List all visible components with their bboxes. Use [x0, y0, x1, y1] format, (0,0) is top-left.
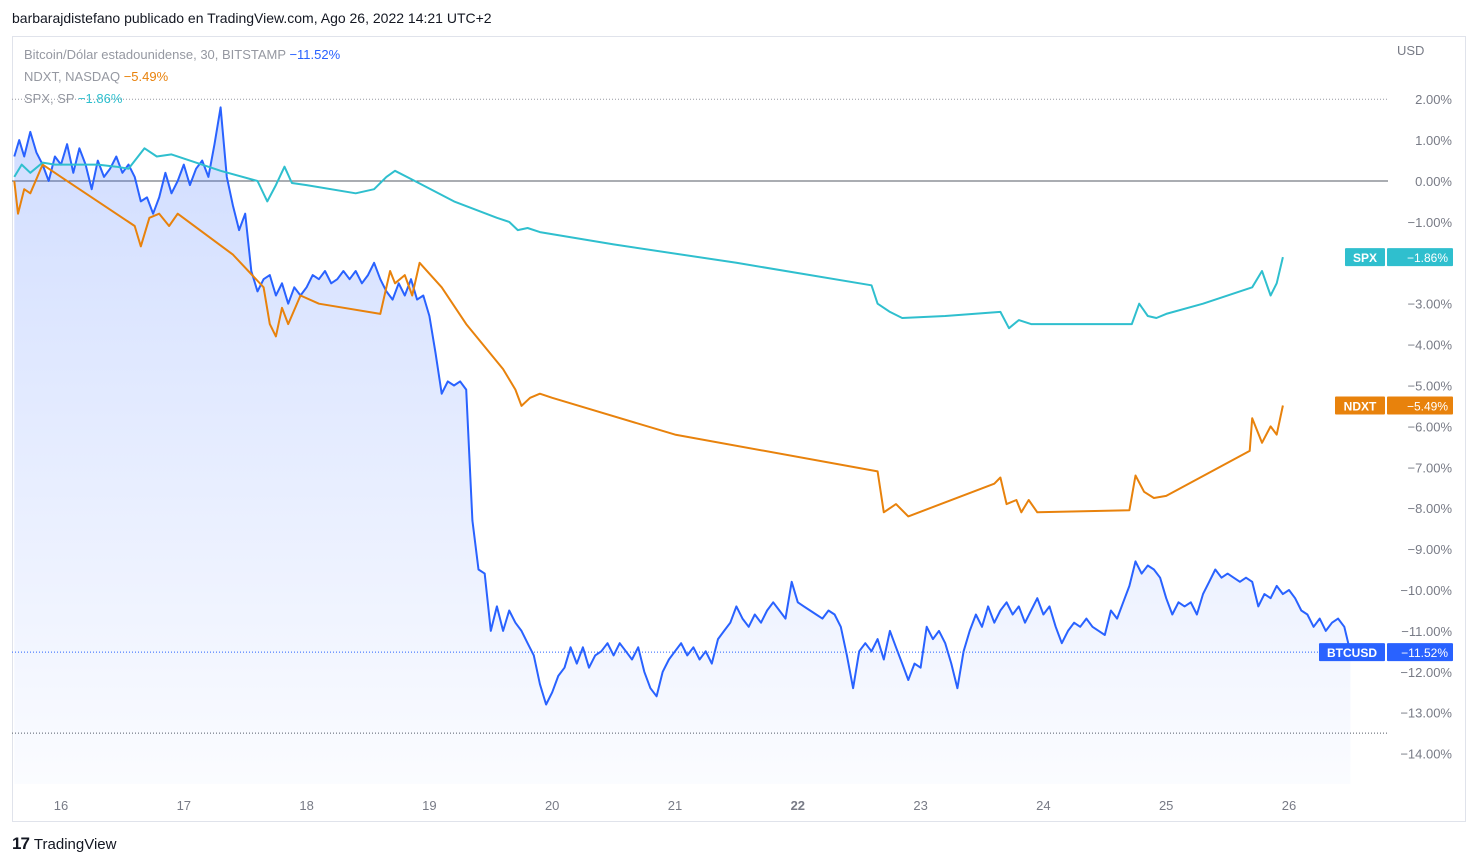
x-tick-label: 22 — [791, 798, 805, 813]
x-tick-label: 18 — [299, 798, 313, 813]
y-tick-label: −13.00% — [1400, 706, 1452, 721]
legend-row-ndxt[interactable]: NDXT, NASDAQ −5.49% — [24, 66, 340, 88]
series-line-ndxt — [13, 163, 1284, 518]
legend-name-spx: SPX, SP — [24, 91, 75, 106]
x-tick-label: 16 — [54, 798, 68, 813]
y-tick-label: −5.00% — [1408, 379, 1453, 394]
tradingview-logo-text: TradingView — [33, 836, 117, 853]
y-tick-label: 1.00% — [1415, 133, 1452, 148]
y-tick-label: −14.00% — [1400, 747, 1452, 762]
y-axis-unit-label: USD — [1397, 43, 1424, 58]
legend-change-ndxt: −5.49% — [123, 69, 169, 84]
legend-change-btcusd: −11.52% — [289, 47, 341, 62]
tradingview-logo[interactable]: 17 TradingView — [12, 834, 116, 854]
y-tick-label: −7.00% — [1408, 460, 1453, 475]
x-tick-label: 24 — [1036, 798, 1050, 813]
y-tick-label: −10.00% — [1400, 583, 1452, 598]
last-value-text: −5.49% — [1407, 400, 1448, 414]
last-value-badge — [1387, 643, 1453, 662]
legend-row-btcusd[interactable]: Bitcoin/Dólar estadounidense, 30, BITSTA… — [24, 44, 340, 66]
x-tick-label: 19 — [422, 798, 436, 813]
chart-frame — [12, 36, 1466, 822]
series-line-btcusd — [13, 106, 1352, 706]
last-value-badge — [1387, 248, 1453, 267]
legend-name-btcusd: Bitcoin/Dólar estadounidense, 30, BITSTA… — [24, 47, 286, 62]
series-line-spx — [13, 147, 1284, 330]
y-tick-label: −8.00% — [1408, 501, 1453, 516]
last-value-name-badge — [1335, 396, 1385, 415]
last-value-name-badge — [1345, 248, 1385, 267]
y-tick-label: −4.00% — [1408, 338, 1453, 353]
y-tick-label: −1.00% — [1408, 215, 1453, 230]
chart-legend: Bitcoin/Dólar estadounidense, 30, BITSTA… — [24, 44, 340, 110]
last-value-name-badge — [1319, 643, 1385, 662]
last-value-name-text: BTCUSD — [1327, 646, 1377, 660]
y-tick-label: −11.00% — [1401, 624, 1452, 639]
last-value-badge — [1387, 396, 1453, 415]
tradingview-logo-icon: 17 — [12, 834, 30, 853]
legend-change-spx: −1.86% — [77, 91, 123, 106]
x-tick-label: 26 — [1282, 798, 1296, 813]
last-value-name-text: NDXT — [1344, 400, 1377, 414]
y-tick-label: −9.00% — [1408, 542, 1453, 557]
x-tick-label: 25 — [1159, 798, 1173, 813]
attribution-text: barbarajdistefano publicado en TradingVi… — [12, 10, 492, 26]
y-tick-label: −12.00% — [1400, 665, 1452, 680]
y-tick-label: 2.00% — [1415, 92, 1452, 107]
legend-name-ndxt: NDXT, NASDAQ — [24, 69, 121, 84]
legend-row-spx[interactable]: SPX, SP −1.86% — [24, 88, 340, 110]
y-tick-label: −3.00% — [1408, 297, 1453, 312]
y-tick-label: 0.00% — [1415, 174, 1452, 189]
y-tick-label: −6.00% — [1408, 419, 1453, 434]
last-value-text: −11.52% — [1401, 646, 1448, 660]
x-tick-label: 21 — [668, 798, 682, 813]
x-tick-label: 23 — [913, 798, 927, 813]
x-tick-label: 17 — [177, 798, 191, 813]
last-value-text: −1.86% — [1407, 251, 1448, 265]
x-tick-label: 20 — [545, 798, 559, 813]
btcusd-area-fill — [14, 107, 1351, 784]
last-value-name-text: SPX — [1353, 251, 1377, 265]
